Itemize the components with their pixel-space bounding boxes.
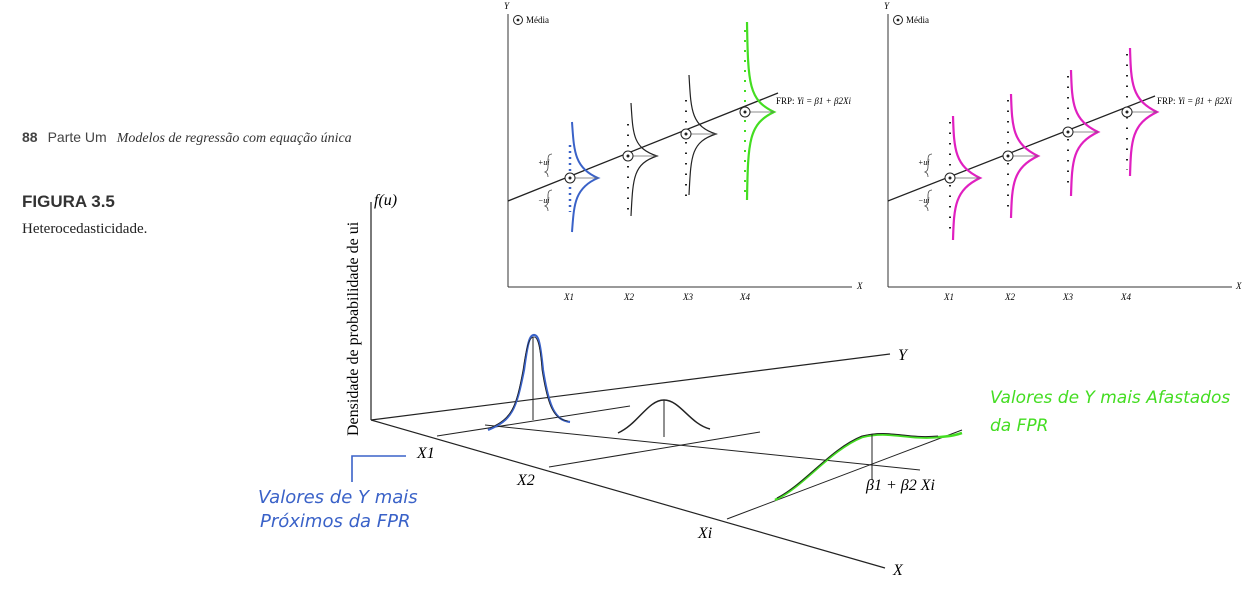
part-label: Parte Um (47, 129, 107, 145)
green-annotation-line2: da FPR (990, 416, 1048, 436)
left-panel-y-label: Y (504, 1, 510, 11)
right-panel-x2-density (1002, 93, 1041, 219)
left-panel-x-label: X (856, 281, 863, 291)
x-axis-3d-label: X (892, 562, 904, 579)
right-panel-prf-equation: Yi = β1 + β2Xi (1178, 96, 1232, 106)
page-header: 88 Parte Um Modelos de regressão com equ… (22, 129, 352, 147)
x-axis-3d (370, 419, 886, 569)
right-panel-legend-marker (893, 15, 903, 25)
right-panel: Y X Média FRP: Yi = β1 + β2Xi X1 X2 X3 X… (884, 1, 1242, 302)
regression-line-label: β1 + β2 Xi (865, 477, 935, 494)
left-panel-x2-density (622, 102, 659, 217)
figure-caption: Heterocedasticidade. (22, 221, 148, 237)
left-panel-prf-equation: Yi = β1 + β2Xi (797, 96, 851, 106)
right-panel-x2-tick: X2 (1004, 292, 1015, 302)
left-panel-x1-tick: X1 (563, 292, 574, 302)
right-panel-x1-density (944, 115, 983, 241)
chapter-title: Modelos de regressão com equação única (116, 131, 352, 146)
figure-label: FIGURA 3.5 (22, 192, 115, 211)
right-panel-prf-prefix: FRP: (1157, 96, 1176, 106)
left-panel-x2-tick: X2 (623, 292, 634, 302)
right-panel-x3-tick: X3 (1062, 292, 1073, 302)
left-panel-prf-line (507, 92, 779, 202)
right-panel-x1-tick: X1 (943, 292, 954, 302)
blue-annotation-line2: Próximos da FPR (260, 511, 410, 532)
green-annotation-line1: Valores de Y mais Afastados (990, 388, 1230, 408)
right-panel-legend-text: Média (906, 15, 929, 25)
main-3d-figure: f(u) Densidade de probabilidade de ui Y … (345, 192, 963, 579)
left-panel-x4-tick: X4 (739, 292, 750, 302)
right-panel-x-label: X (1235, 281, 1242, 291)
left-panel-x3-density (680, 74, 718, 196)
right-panel-prf-line (887, 95, 1156, 202)
y-axis-3d-label: Y (898, 347, 909, 364)
left-panel-x3-tick: X3 (682, 292, 693, 302)
density-x1 (487, 333, 571, 432)
blue-annotation-line1: Valores de Y mais (258, 487, 418, 508)
density-xi (774, 431, 963, 502)
xi-label: Xi (697, 525, 712, 542)
y-axis-3d (370, 353, 891, 421)
right-panel-x4-tick: X4 (1120, 292, 1131, 302)
x1-label: X1 (416, 445, 435, 462)
right-panel-y-label: Y (884, 1, 890, 11)
left-panel-legend-text: Média (526, 15, 549, 25)
fu-label: f(u) (374, 192, 397, 209)
left-panel-x1-density (564, 121, 601, 233)
left-panel-x4-density (739, 21, 777, 201)
density-axis-label: Densidade de probabilidade de ui (345, 221, 362, 436)
page-number: 88 (22, 129, 38, 145)
left-panel: Y X Média FRP: Yi = β1 + β2Xi X1 X2 X3 X… (504, 1, 863, 302)
regression-line-3d (484, 424, 921, 471)
right-panel-x3-density (1062, 69, 1101, 197)
left-panel-plus-u: +ui (538, 158, 550, 167)
left-panel-legend-marker (513, 15, 523, 25)
left-panel-prf-prefix: FRP: (776, 96, 795, 106)
left-panel-minus-u: −ui (538, 196, 550, 205)
right-panel-x4-density (1121, 47, 1160, 177)
x2-label: X2 (516, 472, 535, 489)
right-panel-minus-u: −ui (918, 196, 930, 205)
right-panel-plus-u: +ui (918, 158, 930, 167)
